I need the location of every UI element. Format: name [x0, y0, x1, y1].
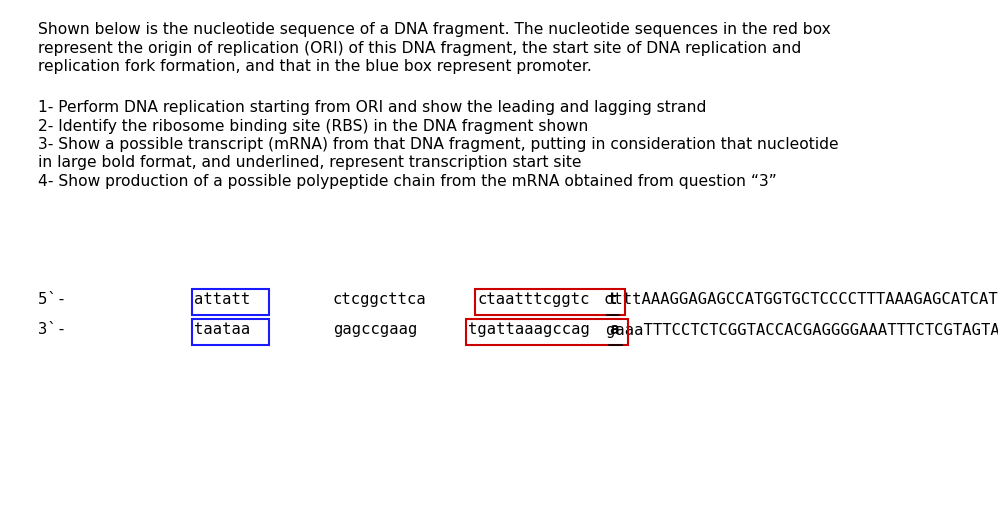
Text: 4- Show production of a possible polypeptide chain from the mRNA obtained from q: 4- Show production of a possible polypep… — [38, 174, 776, 189]
Text: t: t — [607, 292, 617, 307]
Text: 3`-: 3`- — [38, 322, 76, 337]
Text: 3- Show a possible transcript (mRNA) from that DNA fragment, putting in consider: 3- Show a possible transcript (mRNA) fro… — [38, 137, 838, 152]
Text: ctttAAAGGAGAGCCATGGTGCTCCCCTTTAAAGAGCATCATGAGTTGTAG -3`: ctttAAAGGAGAGCCATGGTGCTCCCCTTTAAAGAGCATC… — [604, 292, 998, 307]
Text: represent the origin of replication (ORI) of this DNA fragment, the start site o: represent the origin of replication (ORI… — [38, 41, 801, 55]
Text: 5`-: 5`- — [38, 292, 76, 307]
Text: 1- Perform DNA replication starting from ORI and show the leading and lagging st: 1- Perform DNA replication starting from… — [38, 100, 707, 115]
Text: ctaatttcggtc: ctaatttcggtc — [477, 292, 590, 307]
Text: 2- Identify the ribosome binding site (RBS) in the DNA fragment shown: 2- Identify the ribosome binding site (R… — [38, 118, 589, 134]
Bar — [192, 319, 269, 345]
Text: tgattaaagccag: tgattaaagccag — [468, 322, 590, 337]
Text: ctcggcttca: ctcggcttca — [333, 292, 426, 307]
Bar — [475, 289, 626, 315]
Text: taataa: taataa — [194, 322, 250, 337]
Bar — [466, 319, 628, 345]
Bar — [192, 289, 269, 315]
Text: gaaaTTTCCTCTCGGTACCACGAGGGGAAATTTCTCGTAGTACTCAACATG -5`: gaaaTTTCCTCTCGGTACCACGAGGGGAAATTTCTCGTAG… — [606, 322, 998, 338]
Text: replication fork formation, and that in the blue box represent promoter.: replication fork formation, and that in … — [38, 59, 592, 74]
Text: gagccgaag: gagccgaag — [333, 322, 417, 337]
Text: in large bold format, and underlined, represent transcription start site: in large bold format, and underlined, re… — [38, 156, 582, 171]
Text: Shown below is the nucleotide sequence of a DNA fragment. The nucleotide sequenc: Shown below is the nucleotide sequence o… — [38, 22, 830, 37]
Text: attatt: attatt — [194, 292, 250, 307]
Text: a: a — [610, 322, 619, 337]
